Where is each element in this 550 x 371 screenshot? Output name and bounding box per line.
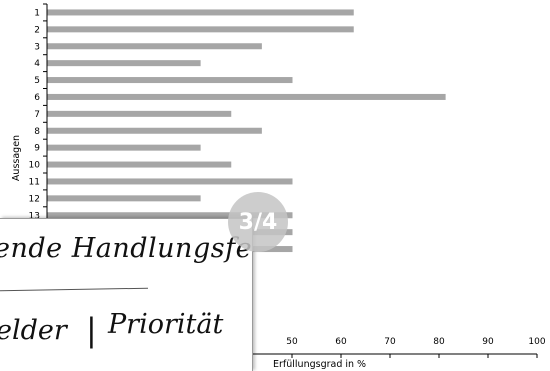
bar [47,77,293,84]
bar [47,127,262,134]
note-underline [0,287,148,292]
y-tick-label: 13 [29,211,40,221]
bar [47,144,201,151]
note-column-priority: Priorität [108,309,224,340]
bar [47,178,293,185]
y-tick-label: 4 [34,59,40,69]
y-tick-label: 11 [29,177,40,187]
y-tick-label: 7 [34,110,40,120]
y-tick-label: 9 [34,144,40,154]
bar [47,93,446,100]
note-column-fields: elder [0,315,67,346]
y-tick-label: 1 [34,8,40,18]
step-badge-label: 3/4 [238,209,278,235]
y-tick-label: 5 [34,76,40,86]
bar [47,212,293,219]
y-tick-label: 2 [34,25,40,35]
y-tick-label: 3 [34,42,40,52]
bar [47,26,354,33]
x-tick-label: 100 [528,337,545,347]
y-tick-label: 10 [29,161,41,171]
x-tick-label: 90 [482,337,494,347]
note-column-separator: | [86,311,97,349]
handwritten-note-card: ende Handlungsfelder elder | Priorität [0,218,253,371]
x-axis-title: Erfüllungsgrad in % [273,359,366,370]
step-badge: 3/4 [228,192,288,252]
x-tick-label: 50 [286,337,298,347]
note-heading: ende Handlungsfelder [0,233,253,264]
bar [47,9,354,16]
y-tick-label: 8 [34,127,40,137]
bar [47,60,201,67]
bar [47,110,232,117]
y-tick-label: 6 [34,93,40,103]
x-tick-label: 60 [335,337,347,347]
bar [47,161,232,168]
x-tick-label: 80 [433,337,445,347]
x-tick-label: 70 [384,337,396,347]
y-axis-title: Aussagen [11,135,22,181]
y-tick-label: 12 [29,194,40,204]
bar [47,43,262,50]
bar [47,195,201,202]
